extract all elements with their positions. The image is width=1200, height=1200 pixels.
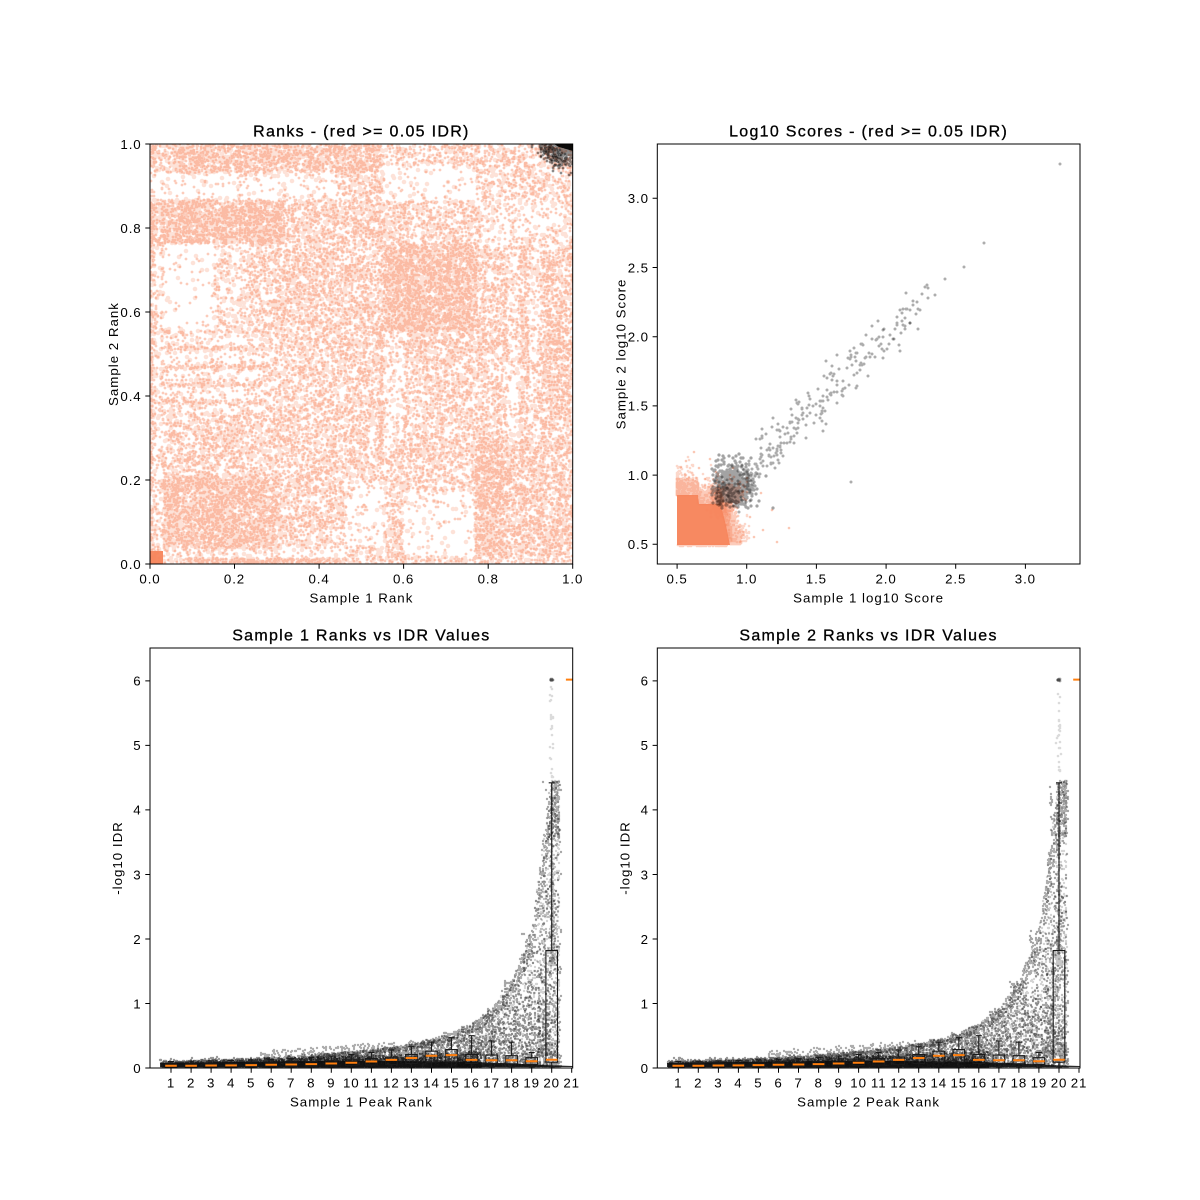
svg-text:2.5: 2.5 bbox=[628, 260, 649, 275]
svg-text:Ranks - (red >= 0.05 IDR): Ranks - (red >= 0.05 IDR) bbox=[253, 123, 470, 140]
svg-text:12: 12 bbox=[383, 1076, 400, 1091]
svg-text:7: 7 bbox=[794, 1076, 802, 1091]
svg-text:2: 2 bbox=[187, 1076, 195, 1091]
svg-text:4: 4 bbox=[227, 1076, 235, 1091]
svg-text:Sample 2 Peak Rank: Sample 2 Peak Rank bbox=[797, 1095, 940, 1110]
svg-text:4: 4 bbox=[734, 1076, 742, 1091]
svg-text:-log10 IDR: -log10 IDR bbox=[110, 821, 125, 895]
svg-text:11: 11 bbox=[364, 1076, 380, 1091]
svg-text:1.0: 1.0 bbox=[628, 468, 649, 483]
svg-text:1: 1 bbox=[133, 996, 141, 1011]
svg-text:19: 19 bbox=[523, 1076, 540, 1091]
svg-text:Sample 1 Peak Rank: Sample 1 Peak Rank bbox=[290, 1095, 433, 1110]
svg-text:4: 4 bbox=[133, 803, 141, 818]
svg-text:Sample 1 Ranks vs IDR Values: Sample 1 Ranks vs IDR Values bbox=[232, 627, 490, 644]
svg-text:Sample 2 Rank: Sample 2 Rank bbox=[106, 302, 121, 406]
svg-text:13: 13 bbox=[910, 1076, 927, 1091]
svg-text:Sample 1 Rank: Sample 1 Rank bbox=[309, 591, 413, 606]
svg-text:1: 1 bbox=[167, 1076, 175, 1091]
svg-text:3.0: 3.0 bbox=[1015, 572, 1036, 587]
svg-text:0.8: 0.8 bbox=[120, 221, 141, 236]
svg-text:9: 9 bbox=[834, 1076, 842, 1091]
svg-text:9: 9 bbox=[327, 1076, 335, 1091]
svg-text:0.2: 0.2 bbox=[120, 473, 141, 488]
svg-text:0.0: 0.0 bbox=[120, 557, 141, 572]
svg-text:0.0: 0.0 bbox=[139, 572, 160, 587]
svg-text:14: 14 bbox=[931, 1076, 948, 1091]
svg-text:6: 6 bbox=[774, 1076, 782, 1091]
svg-text:0.8: 0.8 bbox=[478, 572, 499, 587]
svg-text:15: 15 bbox=[443, 1076, 460, 1091]
svg-text:Sample 1 log10 Score: Sample 1 log10 Score bbox=[793, 591, 944, 606]
svg-text:3.0: 3.0 bbox=[628, 191, 649, 206]
svg-text:16: 16 bbox=[463, 1076, 480, 1091]
svg-text:17: 17 bbox=[483, 1076, 500, 1091]
svg-text:0.5: 0.5 bbox=[667, 572, 688, 587]
svg-text:-log10 IDR: -log10 IDR bbox=[617, 821, 632, 895]
svg-text:6: 6 bbox=[133, 674, 141, 689]
svg-text:2: 2 bbox=[694, 1076, 702, 1091]
svg-text:16: 16 bbox=[971, 1076, 988, 1091]
svg-text:0: 0 bbox=[641, 1061, 649, 1076]
svg-text:10: 10 bbox=[343, 1076, 360, 1091]
svg-text:0.2: 0.2 bbox=[224, 572, 245, 587]
svg-text:2.0: 2.0 bbox=[876, 572, 897, 587]
svg-text:1.5: 1.5 bbox=[806, 572, 827, 587]
svg-text:20: 20 bbox=[1051, 1076, 1068, 1091]
svg-text:1: 1 bbox=[674, 1076, 682, 1091]
svg-text:5: 5 bbox=[754, 1076, 762, 1091]
svg-text:0.4: 0.4 bbox=[120, 389, 141, 404]
svg-text:2.0: 2.0 bbox=[628, 330, 649, 345]
svg-text:0.4: 0.4 bbox=[309, 572, 330, 587]
svg-text:17: 17 bbox=[991, 1076, 1008, 1091]
svg-text:13: 13 bbox=[403, 1076, 420, 1091]
svg-text:5: 5 bbox=[133, 738, 141, 753]
svg-text:19: 19 bbox=[1031, 1076, 1048, 1091]
svg-text:15: 15 bbox=[951, 1076, 968, 1091]
svg-text:4: 4 bbox=[641, 803, 649, 818]
svg-text:0.5: 0.5 bbox=[628, 537, 649, 552]
svg-text:11: 11 bbox=[871, 1076, 887, 1091]
svg-text:1.5: 1.5 bbox=[628, 399, 649, 414]
svg-text:Sample 2 log10 Score: Sample 2 log10 Score bbox=[613, 279, 628, 430]
svg-text:14: 14 bbox=[423, 1076, 440, 1091]
svg-text:10: 10 bbox=[850, 1076, 867, 1091]
svg-text:2.5: 2.5 bbox=[945, 572, 966, 587]
svg-text:Log10 Scores - (red >= 0.05 ID: Log10 Scores - (red >= 0.05 IDR) bbox=[729, 123, 1008, 140]
svg-text:21: 21 bbox=[563, 1076, 580, 1091]
svg-text:5: 5 bbox=[641, 738, 649, 753]
svg-text:0.6: 0.6 bbox=[120, 305, 141, 320]
svg-text:6: 6 bbox=[641, 674, 649, 689]
svg-text:1.0: 1.0 bbox=[562, 572, 583, 587]
svg-text:20: 20 bbox=[543, 1076, 560, 1091]
svg-text:3: 3 bbox=[714, 1076, 722, 1091]
svg-text:8: 8 bbox=[307, 1076, 315, 1091]
svg-text:Sample 2 Ranks vs IDR Values: Sample 2 Ranks vs IDR Values bbox=[739, 627, 997, 644]
svg-text:8: 8 bbox=[814, 1076, 822, 1091]
svg-text:2: 2 bbox=[133, 932, 141, 947]
svg-text:5: 5 bbox=[247, 1076, 255, 1091]
svg-text:0: 0 bbox=[133, 1061, 141, 1076]
svg-text:0.6: 0.6 bbox=[393, 572, 414, 587]
svg-text:3: 3 bbox=[207, 1076, 215, 1091]
svg-text:12: 12 bbox=[890, 1076, 907, 1091]
svg-text:3: 3 bbox=[133, 867, 141, 882]
svg-text:18: 18 bbox=[1011, 1076, 1028, 1091]
svg-text:21: 21 bbox=[1071, 1076, 1088, 1091]
svg-text:6: 6 bbox=[267, 1076, 275, 1091]
svg-text:2: 2 bbox=[641, 932, 649, 947]
svg-text:3: 3 bbox=[641, 867, 649, 882]
svg-text:1.0: 1.0 bbox=[736, 572, 757, 587]
svg-text:7: 7 bbox=[287, 1076, 295, 1091]
svg-text:18: 18 bbox=[503, 1076, 520, 1091]
svg-text:1: 1 bbox=[641, 996, 649, 1011]
svg-text:1.0: 1.0 bbox=[120, 137, 141, 152]
